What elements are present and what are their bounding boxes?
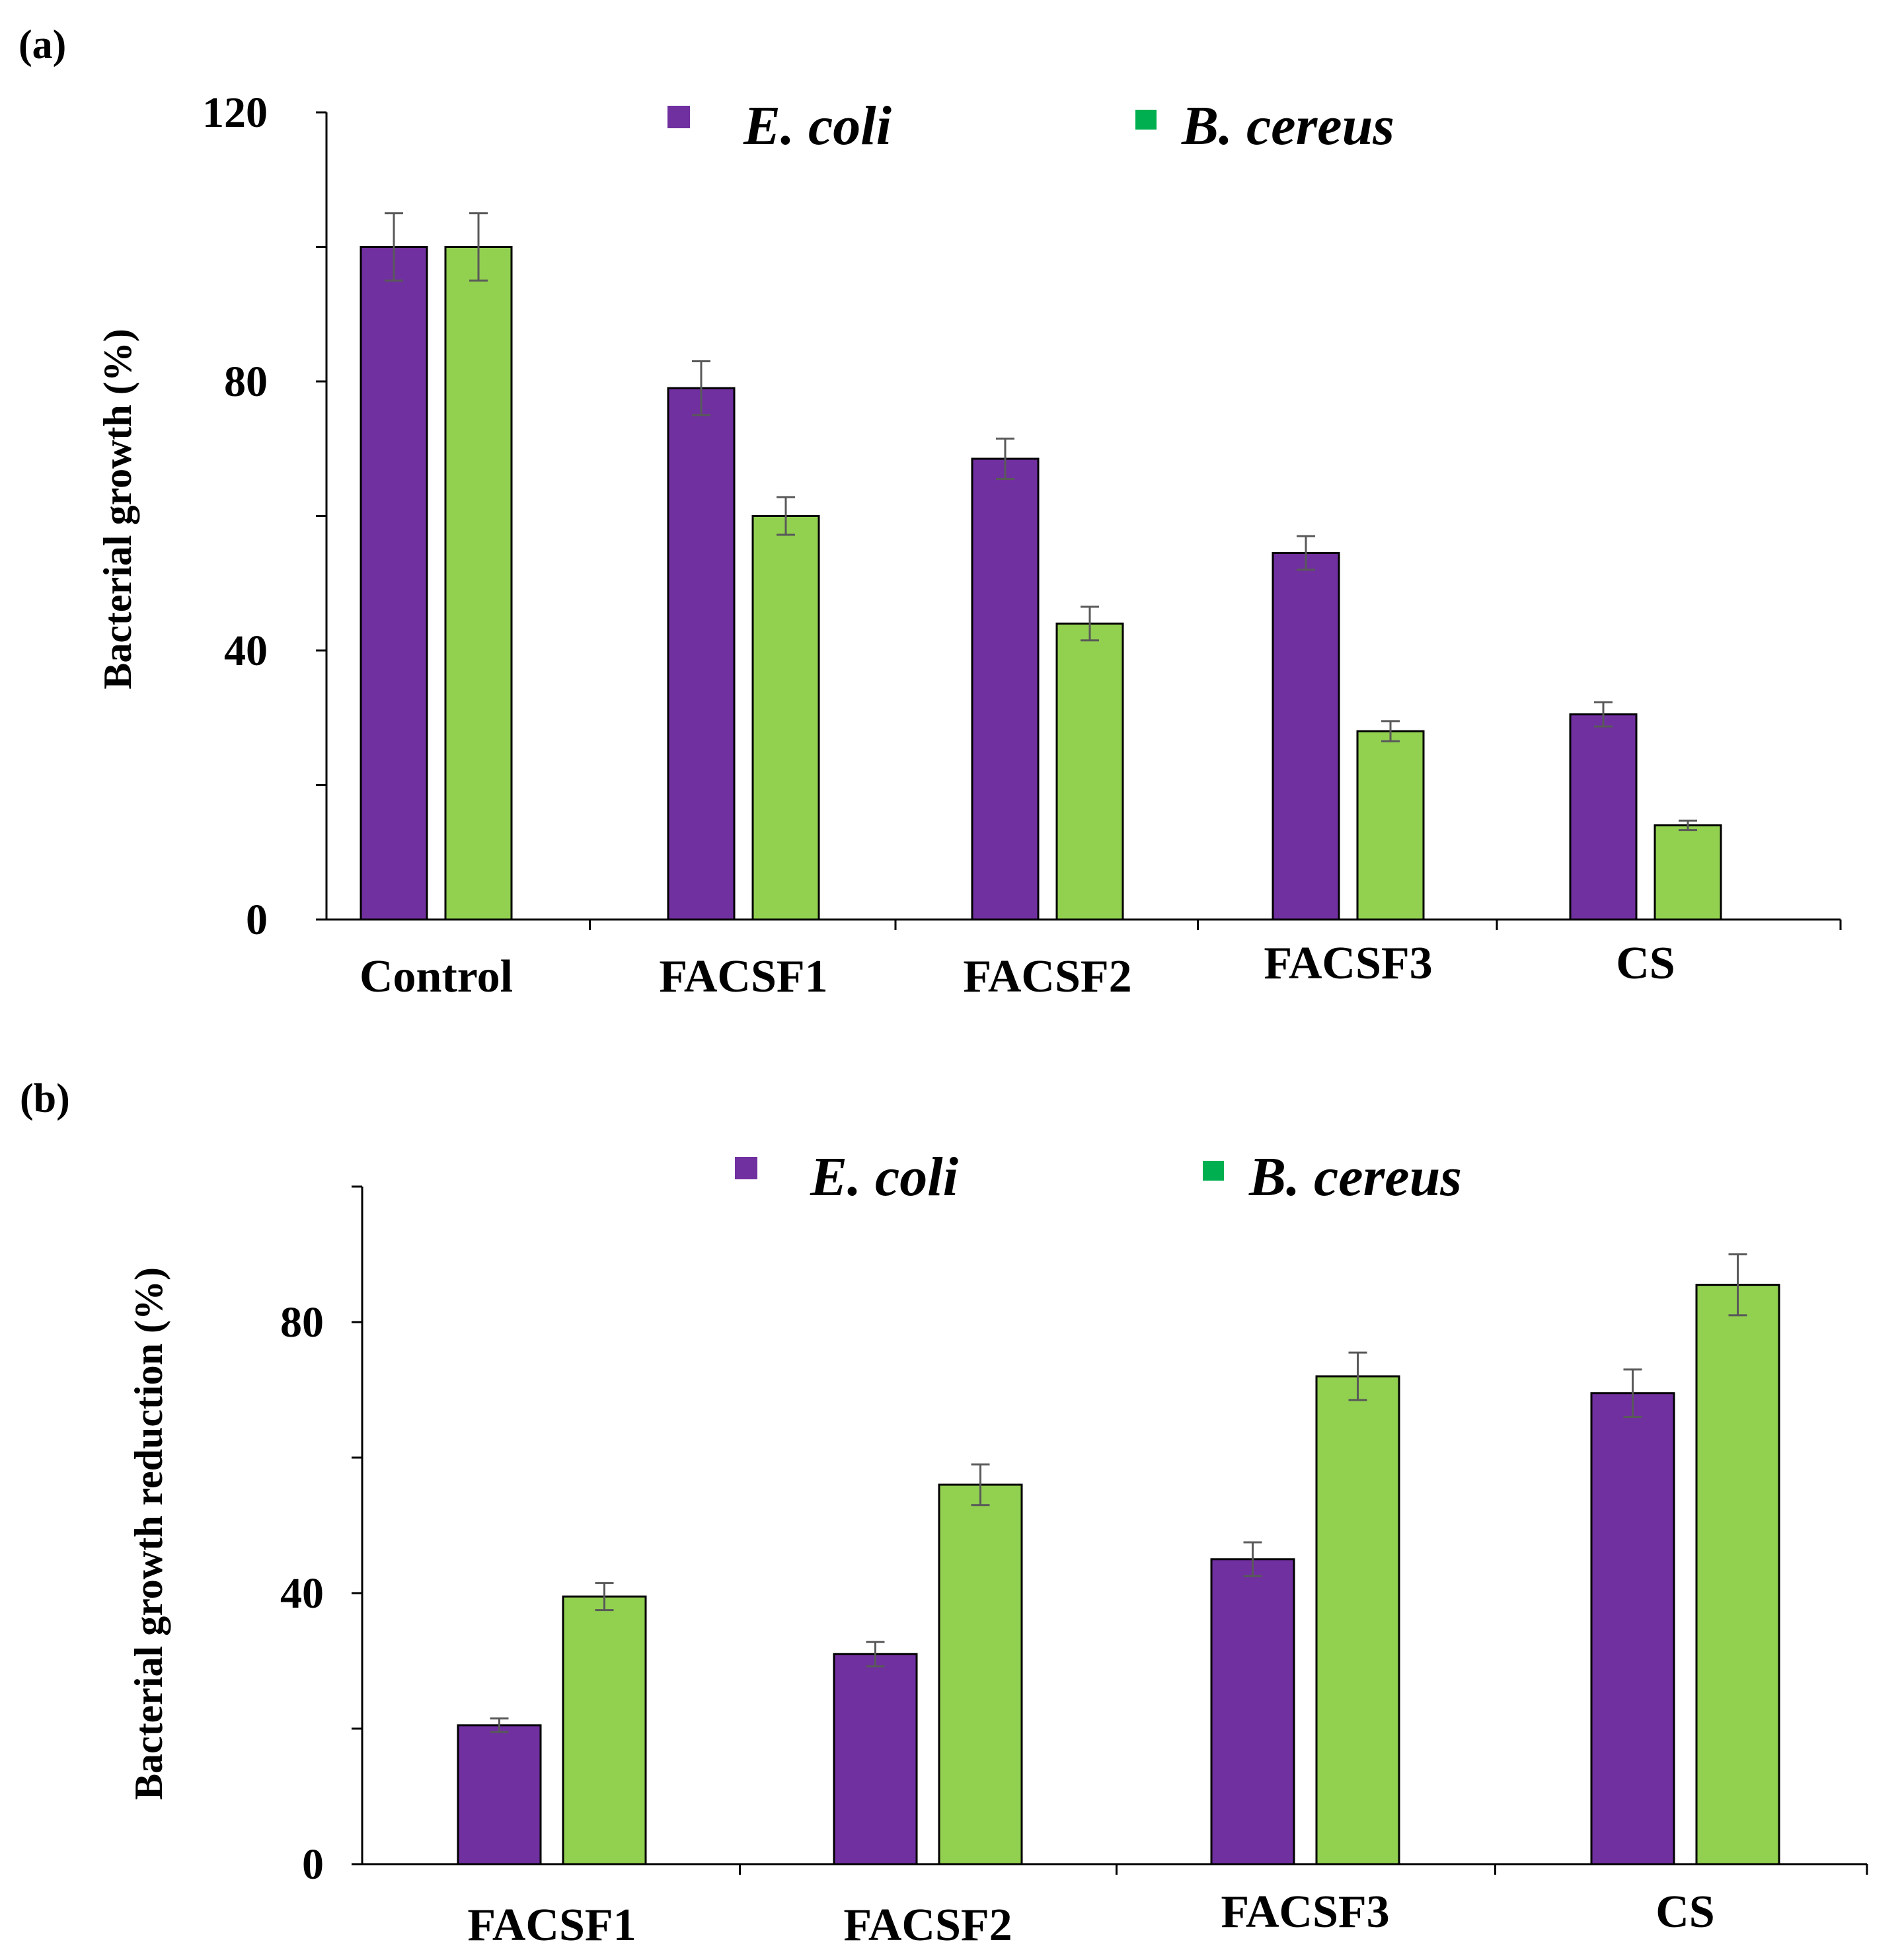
bar-a-control-bcereus xyxy=(444,246,513,921)
panel-a-x-ticks xyxy=(589,920,1842,930)
legend-swatch-ecoli-b xyxy=(735,1157,757,1179)
category-label-b-cs: CS xyxy=(1655,1887,1714,1938)
y-tick-label-a-120: 120 xyxy=(202,89,268,137)
bar-a-facsf3-bcereus xyxy=(1356,730,1425,921)
error-bar-a-facsf1-bcereus xyxy=(777,496,795,536)
error-bar-b-facsf1-bcereus xyxy=(595,1582,614,1612)
y-tick-label-b-80: 80 xyxy=(280,1298,324,1347)
error-bar-b-cs-ecoli xyxy=(1623,1368,1642,1418)
y-tick-label-b-40: 40 xyxy=(280,1569,324,1618)
legend-swatch-bcereus-a xyxy=(1135,110,1157,130)
error-bar-a-facsf3-ecoli xyxy=(1297,535,1315,571)
bar-b-facsf1-ecoli xyxy=(457,1724,542,1865)
bar-a-control-ecoli xyxy=(360,246,428,921)
error-bar-a-facsf2-ecoli xyxy=(996,437,1014,481)
bar-b-facsf3-ecoli xyxy=(1210,1558,1295,1865)
error-bar-a-facsf1-ecoli xyxy=(692,360,710,416)
bar-b-facsf3-bcereus xyxy=(1315,1375,1400,1865)
error-bar-a-control-bcereus xyxy=(469,212,488,282)
panel-b-category-labels: FACSF1 FACSF2 FACSF3 CS xyxy=(467,1887,1714,1951)
bar-a-cs-bcereus xyxy=(1654,824,1722,921)
panel-b-x-ticks xyxy=(739,1864,1868,1875)
panel-a-category-labels: Control FACSF1 FACSF2 FACSF3 CS xyxy=(360,938,1675,1002)
legend-swatch-bcereus-b xyxy=(1203,1161,1224,1181)
error-bar-b-cs-bcereus xyxy=(1728,1253,1747,1317)
bar-b-facsf1-bcereus xyxy=(562,1595,647,1865)
bar-b-facsf2-bcereus xyxy=(938,1483,1023,1865)
legend-label-ecoli-b: E. coli xyxy=(810,1146,958,1208)
error-bar-a-cs-bcereus xyxy=(1679,819,1697,832)
bar-a-facsf1-ecoli xyxy=(667,387,736,921)
category-label-a-facsf1: FACSF1 xyxy=(659,951,827,1002)
panel-a-bars xyxy=(360,246,1722,921)
category-label-a-cs: CS xyxy=(1616,938,1675,989)
bar-b-facsf2-ecoli xyxy=(833,1653,918,1865)
legend-label-bcereus-b: B. cereus xyxy=(1248,1146,1462,1208)
legend-label-bcereus-a: B. cereus xyxy=(1181,95,1394,157)
bar-b-cs-ecoli xyxy=(1590,1392,1675,1865)
error-bar-b-facsf2-bcereus xyxy=(971,1463,990,1507)
legend-swatch-ecoli-a xyxy=(667,106,690,128)
panel-a-error-bars xyxy=(385,212,1697,832)
bar-b-cs-bcereus xyxy=(1695,1284,1780,1865)
category-label-b-facsf1: FACSF1 xyxy=(467,1900,636,1951)
category-label-b-facsf2: FACSF2 xyxy=(843,1900,1012,1951)
error-bar-b-facsf3-ecoli xyxy=(1243,1541,1262,1577)
bar-a-facsf1-bcereus xyxy=(751,515,820,921)
category-label-a-facsf2: FACSF2 xyxy=(963,951,1131,1002)
category-label-b-facsf3: FACSF3 xyxy=(1221,1887,1389,1938)
error-bar-a-facsf2-bcereus xyxy=(1081,606,1099,642)
bar-a-facsf2-ecoli xyxy=(971,457,1040,921)
legend-label-ecoli-a: E. coli xyxy=(743,95,892,157)
panel-b-y-ticks: 0 40 80 xyxy=(280,1185,362,1889)
category-label-a-control: Control xyxy=(360,951,513,1002)
error-bar-a-facsf3-bcereus xyxy=(1381,720,1400,742)
bar-a-facsf2-bcereus xyxy=(1055,622,1124,921)
error-bar-b-facsf3-bcereus xyxy=(1348,1351,1367,1401)
error-bar-a-cs-ecoli xyxy=(1594,701,1613,728)
y-tick-label-b-0: 0 xyxy=(302,1840,324,1889)
error-bar-b-facsf2-ecoli xyxy=(866,1641,885,1668)
panel-b-ylabel: Bacterial growth reduction (%) xyxy=(127,1267,171,1800)
panel-b-error-bars xyxy=(490,1253,1747,1733)
panel-a-label: (a) xyxy=(19,22,66,67)
panel-b-bacterial-growth-reduction: (b) Bacterial growth reduction (%) E. co… xyxy=(20,1076,1868,1951)
bar-a-facsf3-ecoli xyxy=(1272,551,1340,921)
panel-a-ylabel: Bacterial growth (%) xyxy=(96,329,139,689)
y-tick-label-a-40: 40 xyxy=(224,627,268,675)
panel-b-bars xyxy=(457,1284,1780,1865)
y-tick-label-a-80: 80 xyxy=(224,358,268,406)
category-label-a-facsf3: FACSF3 xyxy=(1264,938,1432,989)
panel-b-label: (b) xyxy=(20,1076,70,1121)
y-tick-label-a-0: 0 xyxy=(246,896,268,944)
error-bar-b-facsf1-ecoli xyxy=(490,1717,509,1733)
panel-a-y-ticks: 0 40 80 120 xyxy=(202,89,326,944)
bar-a-cs-ecoli xyxy=(1569,713,1638,921)
error-bar-a-control-ecoli xyxy=(385,212,403,282)
panel-a-bacterial-growth: (a) Bacterial growth (%) E. coli B. cere… xyxy=(19,22,1842,1002)
